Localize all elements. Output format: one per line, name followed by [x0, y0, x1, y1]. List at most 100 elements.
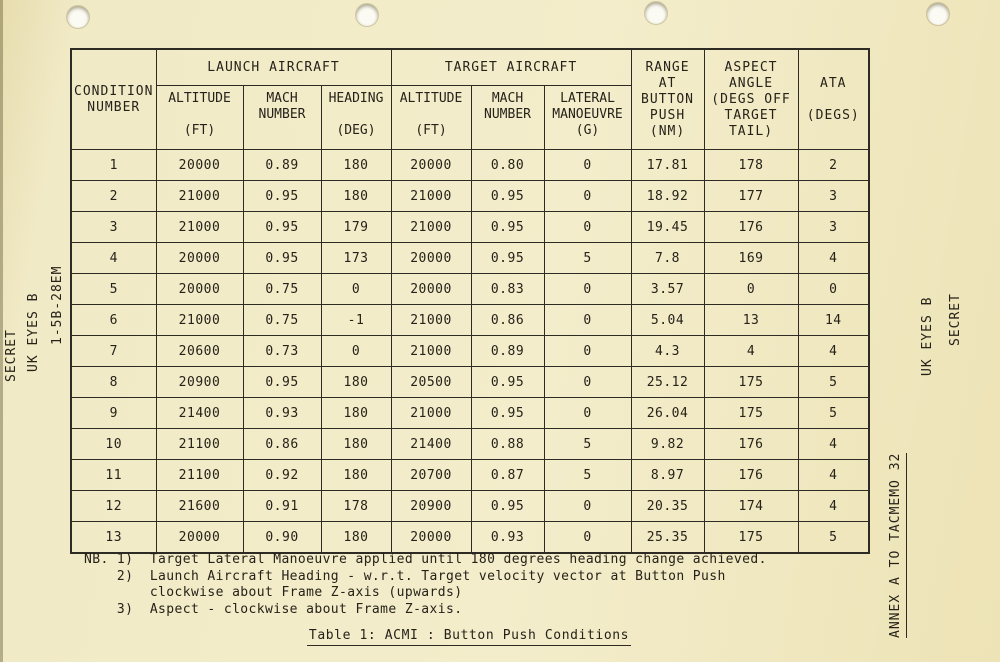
header-target-altitude: ALTITUDE (FT)	[390, 85, 472, 150]
table-cell: 25.35	[630, 521, 705, 554]
table-cell: 0	[543, 149, 632, 181]
header-launch-heading: HEADING (DEG)	[320, 85, 392, 150]
header-ata: ATA (DEGS)	[797, 48, 870, 150]
table-cell: 0	[543, 521, 632, 554]
table-cell: 3	[797, 180, 870, 212]
caveat-uk-eyes-right: UK EYES B	[920, 296, 935, 376]
table-cell: 21000	[390, 335, 472, 367]
reference-number: 1-5B-28EM	[50, 265, 65, 345]
table-cell: 175	[703, 397, 799, 429]
footnotes: NB. 1) Target Lateral Manoeuvre applied …	[84, 552, 767, 618]
table-cell: 180	[320, 459, 392, 491]
table-cell: 21100	[155, 428, 244, 460]
table-cell: 4	[797, 242, 870, 274]
table-cell: 0.89	[470, 335, 545, 367]
table-cell: 180	[320, 180, 392, 212]
table-cell: 5.04	[630, 304, 705, 336]
table-cell: 0.86	[470, 304, 545, 336]
table-cell: 178	[320, 490, 392, 522]
table-cell: 3	[797, 211, 870, 243]
table-cell: 0	[797, 273, 870, 305]
table-cell: 177	[703, 180, 799, 212]
header-target-lateral-manoeuvre: LATERAL MANOEUVRE (G)	[543, 85, 632, 150]
table-cell: 20000	[155, 521, 244, 554]
table-cell: 0	[543, 304, 632, 336]
table-cell: 9.82	[630, 428, 705, 460]
table-cell: 178	[703, 149, 799, 181]
table-cell: 180	[320, 397, 392, 429]
table-cell: 0	[543, 273, 632, 305]
caveat-uk-eyes-left: UK EYES B	[26, 292, 41, 372]
table-row: 6 21000 0.75 -1 21000 0.86 0 5.04 13 14	[70, 304, 870, 336]
table-cell: 4	[797, 428, 870, 460]
table-cell: 0	[543, 180, 632, 212]
table-cell: 17.81	[630, 149, 705, 181]
table-cell: 0.87	[470, 459, 545, 491]
table-cell: 0.95	[242, 242, 322, 274]
annex-reference: ANNEX A TO TACMEMO 32	[888, 452, 907, 638]
header-launch-mach: MACH NUMBER	[242, 85, 322, 150]
table-cell: 0.91	[242, 490, 322, 522]
table-cell: 0	[543, 366, 632, 398]
table-cell: 21000	[155, 304, 244, 336]
table-cell: 0.75	[242, 304, 322, 336]
table-cell: 174	[703, 490, 799, 522]
header-target-aircraft: TARGET AIRCRAFT	[390, 48, 632, 86]
classification-secret-left: SECRET	[4, 329, 19, 382]
header-range-at-button-push: RANGE AT BUTTON PUSH (NM)	[630, 48, 705, 150]
table-cell: 0	[703, 273, 799, 305]
table-cell: 21000	[390, 304, 472, 336]
hole-punch-icon	[356, 4, 378, 26]
table-cell: 5	[797, 521, 870, 554]
hole-punch-icon	[927, 3, 949, 25]
header-condition-number: CONDITION NUMBER	[70, 48, 157, 150]
table-cell: 25.12	[630, 366, 705, 398]
table-cell: 5	[70, 273, 157, 305]
table-body: 1 20000 0.89 180 20000 0.80 0 17.81 178 2 2 21000 0.…	[70, 149, 870, 554]
table-row: 9 21400 0.93 180 21000 0.95 0 26.04 175 5	[70, 397, 870, 429]
table-cell: 5	[543, 242, 632, 274]
header-aspect-angle: ASPECT ANGLE (DEGS OFF TARGET TAIL)	[703, 48, 799, 150]
table-cell: 5	[543, 428, 632, 460]
table-cell: 21000	[155, 211, 244, 243]
table-cell: 4	[797, 335, 870, 367]
hole-punch-icon	[645, 2, 667, 24]
table-cell: 0.93	[242, 397, 322, 429]
table-cell: 13	[703, 304, 799, 336]
table-cell: 6	[70, 304, 157, 336]
table-cell: 21400	[390, 428, 472, 460]
table-cell: 0.95	[242, 366, 322, 398]
table-cell: 20000	[390, 242, 472, 274]
table-cell: 21000	[155, 180, 244, 212]
table-cell: 0.95	[470, 397, 545, 429]
table-cell: 0.95	[470, 242, 545, 274]
table-cell: 4	[70, 242, 157, 274]
table-cell: 21000	[390, 211, 472, 243]
table-cell: 20000	[390, 521, 472, 554]
table-cell: 20000	[390, 149, 472, 181]
table-caption: Table 1: ACMI : Button Push Conditions	[306, 628, 632, 646]
table-cell: -1	[320, 304, 392, 336]
table-cell: 21000	[390, 180, 472, 212]
table-cell: 21600	[155, 490, 244, 522]
table-cell: 176	[703, 211, 799, 243]
table-row: 7 20600 0.73 0 21000 0.89 0 4.3 4 4	[70, 335, 870, 367]
table-cell: 21100	[155, 459, 244, 491]
table-row: 1 20000 0.89 180 20000 0.80 0 17.81 178 2	[70, 149, 870, 181]
table-cell: 21400	[155, 397, 244, 429]
table-row: 11 21100 0.92 180 20700 0.87 5 8.97 176 4	[70, 459, 870, 491]
table-cell: 0.95	[242, 180, 322, 212]
table-cell: 4	[797, 459, 870, 491]
table-cell: 18.92	[630, 180, 705, 212]
table-cell: 0.90	[242, 521, 322, 554]
table-cell: 20900	[390, 490, 472, 522]
table-cell: 12	[70, 490, 157, 522]
table-cell: 20000	[155, 273, 244, 305]
button-push-conditions-table: CONDITION NUMBER LAUNCH AIRCRAFT TARGET …	[70, 48, 871, 554]
table-cell: 0.88	[470, 428, 545, 460]
table-cell: 3	[70, 211, 157, 243]
table-cell: 0.95	[470, 180, 545, 212]
table-cell: 4.3	[630, 335, 705, 367]
header-launch-aircraft: LAUNCH AIRCRAFT	[155, 48, 392, 86]
